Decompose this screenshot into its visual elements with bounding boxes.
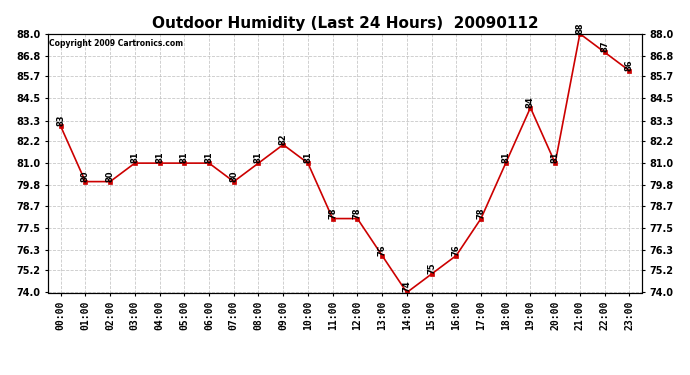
Text: 81: 81: [551, 152, 560, 163]
Text: 81: 81: [501, 152, 510, 163]
Text: 76: 76: [452, 244, 461, 255]
Text: 74: 74: [402, 281, 411, 292]
Text: 78: 78: [477, 207, 486, 219]
Title: Outdoor Humidity (Last 24 Hours)  20090112: Outdoor Humidity (Last 24 Hours) 2009011…: [152, 16, 538, 31]
Text: 80: 80: [81, 170, 90, 182]
Text: Copyright 2009 Cartronics.com: Copyright 2009 Cartronics.com: [50, 39, 184, 48]
Text: 81: 81: [254, 152, 263, 163]
Text: 81: 81: [304, 152, 313, 163]
Text: 82: 82: [279, 133, 288, 145]
Text: 78: 78: [328, 207, 337, 219]
Text: 81: 81: [204, 152, 213, 163]
Text: 81: 81: [180, 152, 189, 163]
Text: 84: 84: [526, 96, 535, 108]
Text: 86: 86: [625, 59, 634, 71]
Text: 80: 80: [106, 170, 115, 182]
Text: 76: 76: [377, 244, 386, 255]
Text: 75: 75: [427, 262, 436, 274]
Text: 81: 81: [155, 152, 164, 163]
Text: 81: 81: [130, 152, 139, 163]
Text: 80: 80: [229, 170, 238, 182]
Text: 78: 78: [353, 207, 362, 219]
Text: 88: 88: [575, 22, 584, 34]
Text: 83: 83: [56, 115, 65, 126]
Text: 87: 87: [600, 41, 609, 52]
